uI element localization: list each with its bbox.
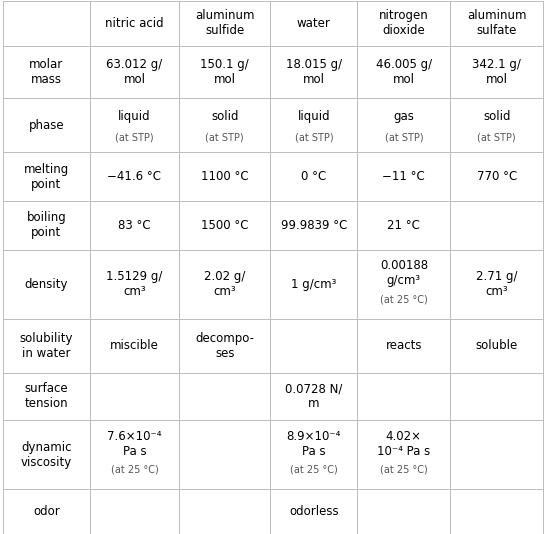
Text: liquid: liquid — [298, 111, 330, 123]
Text: 1 g/cm³: 1 g/cm³ — [291, 278, 336, 291]
Text: (at 25 °C): (at 25 °C) — [290, 465, 338, 475]
Text: 1500 °C: 1500 °C — [201, 219, 248, 232]
Text: 0.0728 N/
m: 0.0728 N/ m — [285, 382, 342, 411]
Text: 2.02 g/
cm³: 2.02 g/ cm³ — [204, 270, 246, 299]
Text: decompo-
ses: decompo- ses — [195, 332, 254, 360]
Text: miscible: miscible — [110, 339, 159, 352]
Text: 0.00188
g/cm³: 0.00188 g/cm³ — [380, 260, 428, 287]
Text: (at STP): (at STP) — [478, 132, 516, 142]
Text: liquid: liquid — [118, 111, 151, 123]
Text: (at STP): (at STP) — [205, 132, 244, 142]
Text: 150.1 g/
mol: 150.1 g/ mol — [200, 58, 249, 86]
Text: molar
mass: molar mass — [29, 58, 63, 86]
Text: melting
point: melting point — [23, 163, 69, 191]
Text: (at STP): (at STP) — [115, 132, 154, 142]
Text: water: water — [297, 17, 331, 30]
Text: 1100 °C: 1100 °C — [201, 170, 248, 183]
Text: 7.6×10⁻⁴
Pa s: 7.6×10⁻⁴ Pa s — [107, 430, 162, 458]
Text: −11 °C: −11 °C — [383, 170, 425, 183]
Text: (at 25 °C): (at 25 °C) — [380, 295, 428, 304]
Text: nitric acid: nitric acid — [105, 17, 164, 30]
Text: (at 25 °C): (at 25 °C) — [111, 465, 158, 475]
Text: solid: solid — [483, 111, 511, 123]
Text: phase: phase — [28, 119, 64, 132]
Text: reacts: reacts — [385, 339, 422, 352]
Text: 342.1 g/
mol: 342.1 g/ mol — [472, 58, 521, 86]
Text: solid: solid — [211, 111, 239, 123]
Text: aluminum
sulfide: aluminum sulfide — [195, 10, 254, 37]
Text: 18.015 g/
mol: 18.015 g/ mol — [286, 58, 342, 86]
Text: density: density — [25, 278, 68, 291]
Text: 0 °C: 0 °C — [301, 170, 327, 183]
Text: aluminum
sulfate: aluminum sulfate — [467, 10, 526, 37]
Text: gas: gas — [394, 111, 414, 123]
Text: nitrogen
dioxide: nitrogen dioxide — [379, 10, 429, 37]
Text: (at 25 °C): (at 25 °C) — [380, 465, 428, 475]
Text: 1.5129 g/
cm³: 1.5129 g/ cm³ — [106, 270, 163, 299]
Text: soluble: soluble — [476, 339, 518, 352]
Text: boiling
point: boiling point — [26, 211, 66, 239]
Text: −41.6 °C: −41.6 °C — [108, 170, 162, 183]
Text: 770 °C: 770 °C — [477, 170, 517, 183]
Text: odorless: odorless — [289, 505, 339, 518]
Text: 63.012 g/
mol: 63.012 g/ mol — [106, 58, 163, 86]
Text: (at STP): (at STP) — [384, 132, 423, 142]
Text: dynamic
viscosity: dynamic viscosity — [21, 441, 72, 469]
Text: 46.005 g/
mol: 46.005 g/ mol — [376, 58, 432, 86]
Text: 21 °C: 21 °C — [388, 219, 420, 232]
Text: odor: odor — [33, 505, 60, 518]
Text: (at STP): (at STP) — [294, 132, 333, 142]
Text: 4.02×
10⁻⁴ Pa s: 4.02× 10⁻⁴ Pa s — [377, 430, 430, 458]
Text: 2.71 g/
cm³: 2.71 g/ cm³ — [476, 270, 518, 299]
Text: surface
tension: surface tension — [25, 382, 68, 411]
Text: 83 °C: 83 °C — [118, 219, 151, 232]
Text: solubility
in water: solubility in water — [20, 332, 73, 360]
Text: 8.9×10⁻⁴
Pa s: 8.9×10⁻⁴ Pa s — [287, 430, 341, 458]
Text: 99.9839 °C: 99.9839 °C — [281, 219, 347, 232]
